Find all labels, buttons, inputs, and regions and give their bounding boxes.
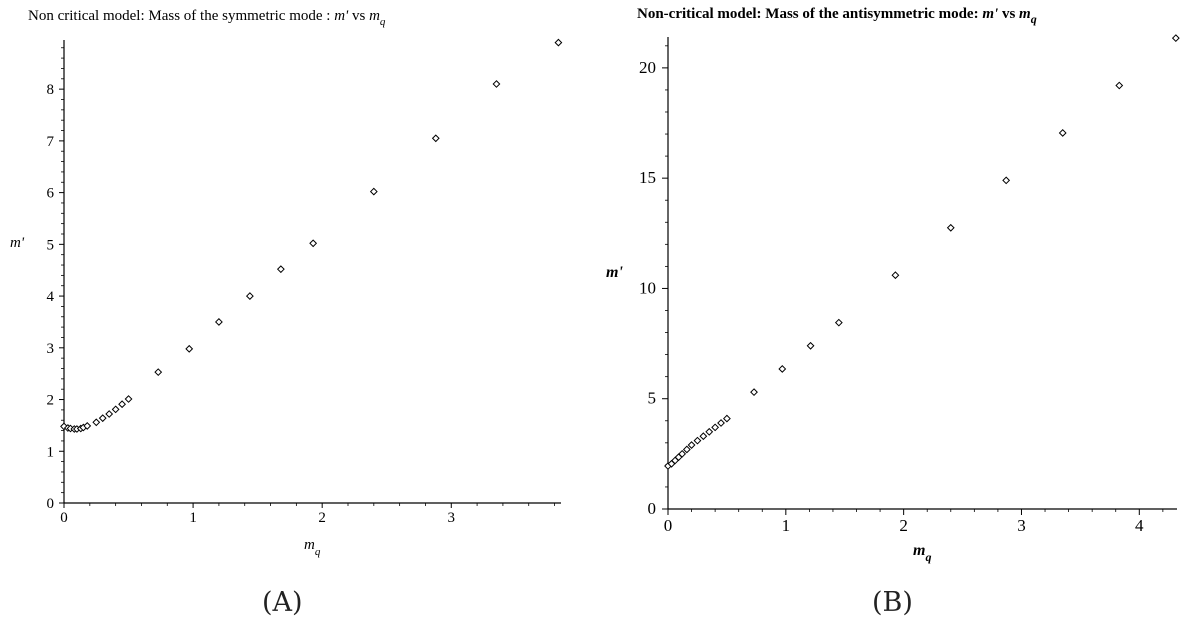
chart-a-y-tick-label: 1 — [47, 444, 55, 460]
chart-b-data-point — [687, 441, 696, 449]
chart-a-x-axis-label: mq — [304, 537, 321, 558]
chart-a-y-tick-label: 5 — [47, 237, 55, 253]
chart-a-data-point — [554, 38, 563, 47]
chart-a-ticks: 0 1 2 3 0 1 2 3 4 5 6 7 8 — [47, 47, 555, 526]
chart-b-data-point — [778, 365, 787, 373]
chart-b-data-point — [682, 445, 691, 454]
chart-b-data-point — [693, 436, 702, 445]
chart-a-y-tick-label: 3 — [47, 341, 55, 357]
chart-b-x-tick-label: 4 — [1135, 516, 1144, 535]
chart-b-title: Non-critical model: Mass of the antisymm… — [637, 6, 1037, 26]
chart-a-data-point — [105, 410, 114, 418]
chart-a-data-point — [215, 318, 223, 326]
chart-b-x-axis-label: mq — [913, 542, 931, 564]
chart-b-caption: (B) — [872, 587, 913, 618]
chart-a-data-point — [185, 344, 194, 353]
chart-b-y-tick-label: 10 — [639, 278, 656, 297]
chart-b-data-point — [699, 432, 708, 441]
chart-a-caption: (A) — [262, 587, 303, 618]
chart-a-data-point — [154, 368, 163, 377]
chart-a-title: Non critical model: Mass of the symmetri… — [28, 8, 386, 28]
chart-a-data-point — [92, 418, 101, 427]
chart-a-points — [60, 38, 563, 433]
chart-a-data-point — [276, 265, 285, 274]
chart-a: Non critical model: Mass of the symmetri… — [10, 8, 563, 618]
chart-a-data-point — [369, 187, 378, 196]
chart-b-x-tick-label: 0 — [664, 516, 673, 535]
chart-b-data-point — [946, 223, 955, 232]
chart-a-y-tick-label: 2 — [47, 393, 55, 409]
chart-a-x-tick-label: 3 — [448, 510, 456, 526]
chart-b-data-point — [705, 427, 714, 436]
chart-a-y-tick-label: 6 — [47, 186, 55, 202]
chart-a-data-point — [111, 405, 120, 414]
chart-b-data-point — [678, 449, 687, 458]
chart-a-data-point — [60, 422, 68, 431]
chart-a-data-point — [245, 292, 254, 300]
chart-b-axes — [667, 37, 1177, 510]
chart-b-data-point — [750, 388, 758, 397]
chart-a-y-tick-label: 7 — [47, 134, 55, 150]
chart-b-ticks: 0 1 2 3 4 0 5 10 15 20 — [639, 45, 1164, 535]
chart-b-x-tick-label: 1 — [782, 516, 791, 535]
chart-b-data-point — [891, 271, 900, 280]
chart-b-data-point — [806, 341, 815, 350]
chart-b-data-point — [834, 318, 843, 327]
chart-b: Non-critical model: Mass of the antisymm… — [606, 6, 1180, 618]
chart-b-data-point — [1115, 81, 1124, 90]
chart-b-y-tick-label: 20 — [639, 58, 656, 77]
chart-a-y-tick-label: 4 — [47, 289, 55, 305]
chart-a-data-point — [118, 400, 126, 409]
chart-a-y-tick-label: 0 — [47, 496, 55, 512]
chart-b-data-point — [711, 423, 720, 432]
chart-b-y-tick-label: 15 — [639, 168, 656, 187]
chart-b-y-axis-label: m' — [606, 264, 623, 281]
chart-b-x-tick-label: 3 — [1017, 516, 1026, 535]
chart-a-data-point — [431, 134, 440, 143]
chart-b-data-point — [723, 414, 731, 423]
chart-a-x-tick-label: 2 — [318, 510, 326, 526]
chart-b-data-point — [717, 419, 725, 427]
chart-a-y-tick-label: 8 — [47, 82, 55, 98]
chart-a-data-point — [492, 80, 501, 88]
chart-b-data-point — [1058, 129, 1067, 137]
chart-a-data-point — [309, 239, 318, 248]
chart-a-data-point — [124, 395, 133, 403]
chart-b-data-point — [1002, 176, 1011, 185]
chart-a-y-axis-label: m' — [10, 235, 25, 251]
chart-b-y-tick-label: 5 — [648, 389, 657, 408]
chart-b-x-tick-label: 2 — [899, 516, 908, 535]
chart-b-y-tick-label: 0 — [648, 499, 657, 518]
chart-a-data-point — [98, 414, 107, 423]
chart-a-axes — [63, 40, 561, 504]
chart-b-points — [664, 34, 1180, 470]
chart-a-x-tick-label: 0 — [60, 510, 68, 526]
chart-a-data-point — [83, 422, 92, 430]
chart-b-data-point — [1171, 34, 1180, 43]
chart-a-x-tick-label: 1 — [189, 510, 197, 526]
